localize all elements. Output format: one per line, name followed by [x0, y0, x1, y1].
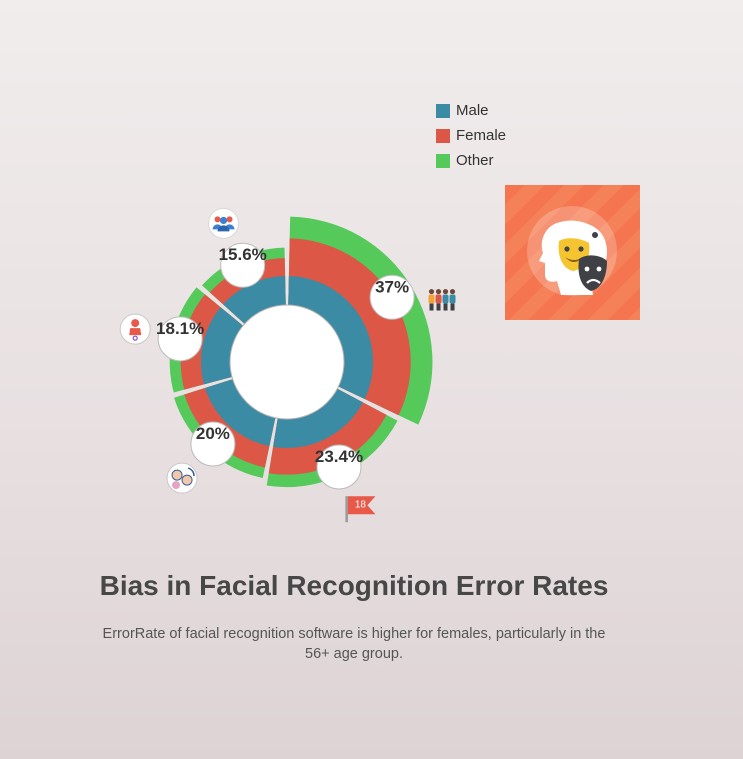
percent-label: 37%: [369, 274, 415, 320]
legend-item-other[interactable]: Other: [436, 148, 506, 173]
percent-label-text: 20%: [196, 424, 230, 443]
legend-swatch: [436, 103, 450, 118]
legend-label: Male: [456, 102, 489, 119]
legend-swatch: [436, 128, 450, 143]
legend-swatch: [436, 153, 450, 168]
percent-label: 23.4%: [315, 444, 363, 490]
percent-label-text: 18.1%: [156, 319, 204, 338]
legend-item-male[interactable]: Male: [436, 98, 506, 123]
center-hole: [229, 304, 345, 420]
label-bubble: [190, 421, 236, 467]
segment-2[interactable]: [266, 388, 398, 488]
legend: Male Female Other: [436, 98, 506, 173]
chart-labels: 37% 23.4% 20% 18.1% 15.6%: [156, 242, 415, 490]
bar-male[interactable]: [205, 379, 276, 447]
chart-title: Bias in Facial Recognition Error Rates: [99, 570, 609, 601]
people-group-icon: [208, 207, 240, 239]
percent-label-text: 15.6%: [219, 245, 267, 264]
label-bubble: [316, 444, 362, 490]
percent-label: 20%: [190, 421, 236, 467]
chart-icons: 18: [119, 207, 456, 523]
flag-18-icon: 18: [345, 496, 376, 523]
percent-label: 18.1%: [156, 316, 204, 362]
svg-text:18: 18: [355, 500, 367, 511]
bar-male[interactable]: [273, 388, 363, 448]
label-bubble: [369, 274, 415, 320]
bar-male[interactable]: [223, 276, 286, 324]
bar-male[interactable]: [200, 307, 244, 385]
percent-label: 15.6%: [219, 242, 267, 288]
percent-label-text: 23.4%: [315, 447, 363, 466]
legend-label: Female: [456, 127, 507, 144]
group-of-people-icon: [428, 288, 456, 311]
chart-subtitle: ErrorRate of facial recognition software…: [102, 626, 606, 662]
segment-4[interactable]: [169, 287, 244, 393]
female-person-icon: [119, 313, 151, 345]
label-bubble: [220, 242, 266, 288]
faces-cycle-icon: [166, 462, 198, 494]
bar-male[interactable]: [288, 276, 373, 400]
percent-label-text: 37%: [375, 277, 409, 296]
legend-label: Other: [456, 152, 494, 169]
legend-item-female[interactable]: Female: [436, 123, 506, 148]
theater-masks-icon: [505, 185, 640, 320]
label-bubble: [157, 316, 203, 362]
